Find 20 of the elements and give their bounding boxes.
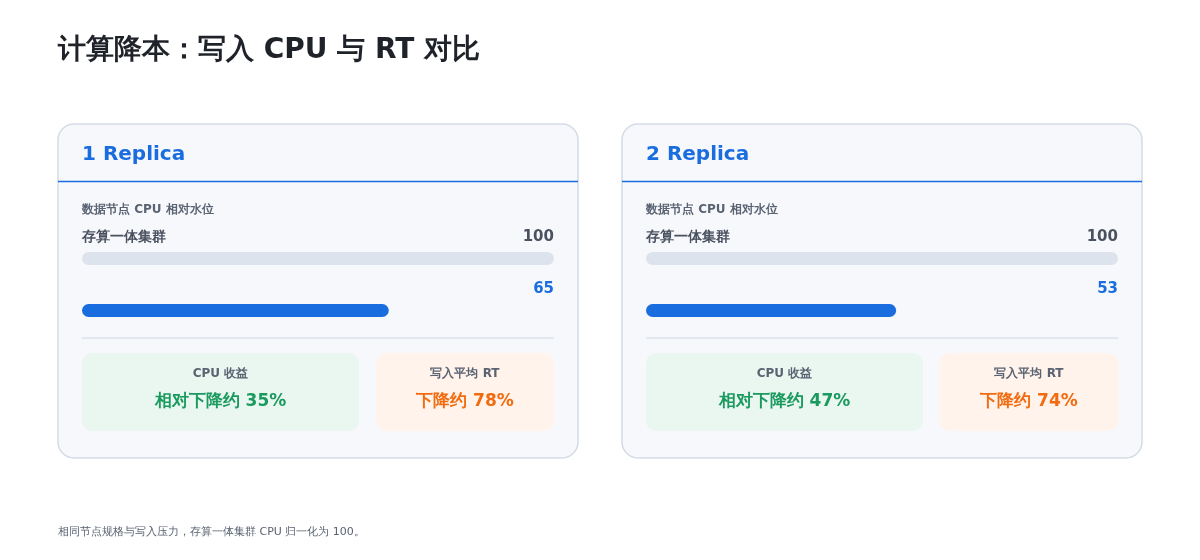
y-tick-label: 存算一体集群 <box>81 228 166 244</box>
data-label: 100 <box>1086 227 1118 245</box>
text: 计算降本：写入 CPU 与 RT 对比 <box>57 32 481 65</box>
chart-subtitle: 数据节点 CPU 相对水位 <box>81 202 214 216</box>
text: 相对下降约 35% <box>153 390 287 410</box>
text: 相同节点规格与写入压力，存算一体集群 CPU 归一化为 100。 <box>58 525 365 538</box>
chart-title: 1 Replica <box>82 141 186 165</box>
chart-title: 2 Replica <box>646 141 750 165</box>
y-tick-label: 存算一体集群 <box>645 228 730 244</box>
text: CPU 收益 <box>756 366 813 380</box>
text: 写入平均 RT <box>994 366 1065 380</box>
text: 下降约 78% <box>415 390 514 410</box>
chart-subtitle: 数据节点 CPU 相对水位 <box>645 202 778 216</box>
text: CPU 收益 <box>192 366 249 380</box>
text: 相对下降约 47% <box>717 390 851 410</box>
data-label: 53 <box>1097 279 1118 297</box>
text: 写入平均 RT <box>430 366 501 380</box>
data-label: 100 <box>522 227 554 245</box>
text: 下降约 74% <box>979 390 1078 410</box>
data-label: 65 <box>533 279 554 297</box>
